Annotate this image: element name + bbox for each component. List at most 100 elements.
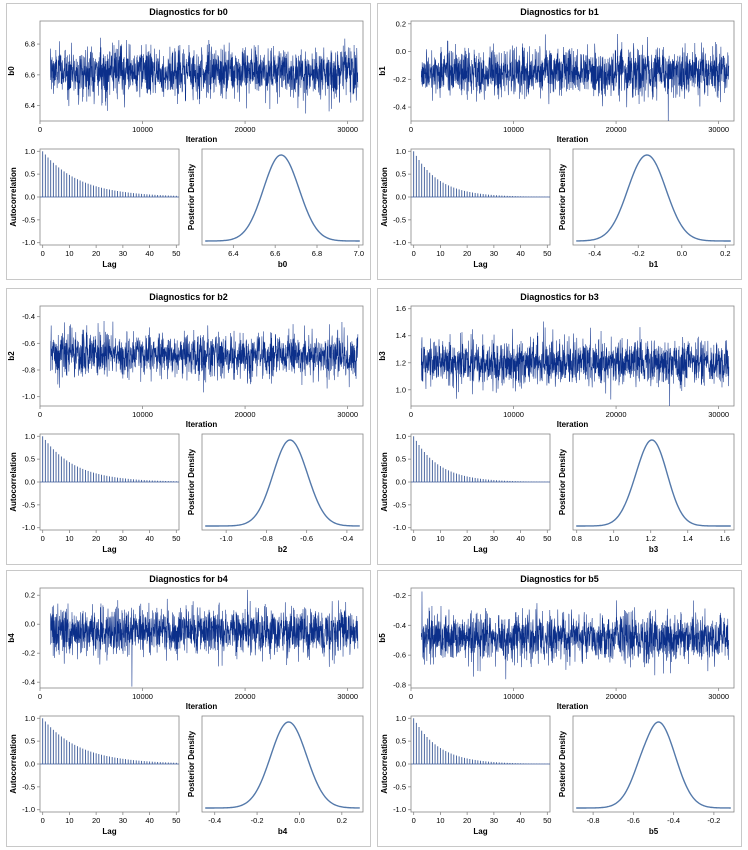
trace-xtick-label: 20000 xyxy=(235,125,256,134)
trace-ytick-label: -0.2 xyxy=(22,649,35,658)
acf-ytick-label: 0.0 xyxy=(25,193,35,202)
density-xlabel: b1 xyxy=(649,260,659,269)
acf-ytick-label: 0.0 xyxy=(396,193,406,202)
acf-ytick-label: -0.5 xyxy=(22,215,35,224)
density-curve xyxy=(576,154,731,242)
acf-plot: 0 10 20 30 40 50 -1.0 -0.5 0.0 0.5 1.0 Lag Autocorre… xyxy=(380,147,551,269)
density-xtick-label: 7.0 xyxy=(354,249,364,258)
acf-xtick-label: 30 xyxy=(490,534,498,543)
density-xtick-label: -0.4 xyxy=(208,816,221,825)
acf-xtick-label: 50 xyxy=(172,816,180,825)
acf-ytick-label: -1.0 xyxy=(393,238,406,247)
density-xtick-label: 1.6 xyxy=(720,534,730,543)
acf-xlabel: Lag xyxy=(102,260,116,269)
acf-xlabel: Lag xyxy=(473,827,487,836)
acf-xtick-label: 50 xyxy=(172,534,180,543)
density-frame xyxy=(572,433,735,531)
trace-xtick-label: 30000 xyxy=(337,125,358,134)
density-xlabel: b0 xyxy=(278,260,288,269)
density-xtick-label: 1.4 xyxy=(683,534,693,543)
density-plot: 0.8 1.0 1.2 1.4 1.6 b3 Posterior Density xyxy=(558,433,735,554)
trace-xtick-label: 10000 xyxy=(503,410,524,419)
density-frame xyxy=(201,715,364,813)
density-ylabel: Posterior Density xyxy=(187,730,196,797)
trace-ytick-label: -0.4 xyxy=(22,678,35,687)
acf-xlabel: Lag xyxy=(473,545,487,554)
acf-ylabel: Autocorrelation xyxy=(9,167,18,227)
acf-xlabel: Lag xyxy=(102,827,116,836)
density-ylabel: Posterior Density xyxy=(558,163,567,230)
density-plot: 6.4 6.6 6.8 7.0 b0 Posterior Density xyxy=(187,148,364,269)
trace-xtick-label: 30000 xyxy=(708,692,729,701)
acf-ytick-label: 1.0 xyxy=(396,714,406,723)
density-xtick-label: -1.0 xyxy=(220,534,233,543)
density-xlabel: b4 xyxy=(278,827,288,836)
acf-ytick-label: 1.0 xyxy=(25,432,35,441)
trace-xlabel: Iteration xyxy=(557,420,589,429)
trace-ytick-label: -0.2 xyxy=(393,75,406,84)
acf-xtick-label: 30 xyxy=(490,816,498,825)
diagnostics-panel-b2: Diagnostics for b2 0 10000 20000 30000 -1.0 -0… xyxy=(6,288,371,565)
trace-ytick-label: -0.8 xyxy=(393,681,406,690)
acf-xtick-label: 40 xyxy=(516,816,524,825)
diagnostics-panel-b5: Diagnostics for b50 10000 20000 30000-0.8-0… xyxy=(377,570,742,847)
trace-xtick-label: 0 xyxy=(38,692,42,701)
trace-ytick-label: -0.4 xyxy=(22,312,35,321)
density-xtick-label: 6.8 xyxy=(312,249,322,258)
trace-plot: 0 10000 20000 30000 -1.0 -0.8 -0.6 -0.4 Iteratio… xyxy=(7,305,364,429)
density-curve xyxy=(576,721,731,809)
acf-ytick-label: 1.0 xyxy=(25,147,35,156)
acf-xtick-label: 10 xyxy=(65,534,73,543)
trace-xlabel: Iteration xyxy=(186,135,218,144)
density-xtick-label: 0.0 xyxy=(294,816,304,825)
acf-xtick-label: 50 xyxy=(543,249,551,258)
trace-ytick-label: 6.8 xyxy=(25,40,35,49)
density-xtick-label: 1.2 xyxy=(646,534,656,543)
trace-plot: 0 10000 20000 30000 -0.8 -0.6 -0.4 -0.2 Iteratio… xyxy=(378,587,735,711)
density-curve xyxy=(205,154,360,242)
acf-ytick-label: -0.5 xyxy=(22,500,35,509)
acf-ytick-label: 0.5 xyxy=(25,737,35,746)
trace-ytick-label: 0.2 xyxy=(396,19,406,28)
acf-ytick-label: -1.0 xyxy=(22,805,35,814)
acf-ytick-label: -0.5 xyxy=(393,215,406,224)
acf-ylabel: Autocorrelation xyxy=(380,452,389,512)
acf-ytick-label: 0.0 xyxy=(25,760,35,769)
density-xlabel: b5 xyxy=(649,827,659,836)
acf-ytick-label: 1.0 xyxy=(396,432,406,441)
acf-plot: 0 10 20 30 40 50 -1.0 -0.5 0.0 0.5 1.0 Lag Autocorre… xyxy=(9,432,180,554)
trace-xtick-label: 10000 xyxy=(503,125,524,134)
trace-xtick-label: 20000 xyxy=(606,692,627,701)
trace-xtick-label: 0 xyxy=(409,125,413,134)
diagnostics-panel-b1: Diagnostics for b10 10000 20000 30000-0.4-0… xyxy=(377,3,742,280)
trace-line xyxy=(49,589,359,687)
acf-xtick-label: 20 xyxy=(463,534,471,543)
density-ylabel: Posterior Density xyxy=(187,163,196,230)
panel-title: Diagnostics for b2 xyxy=(149,292,228,302)
acf-xtick-label: 10 xyxy=(436,249,444,258)
acf-xtick-label: 20 xyxy=(92,816,100,825)
trace-plot: 0 10000 20000 30000 -0.4 -0.2 0.0 0.2 Iteration b… xyxy=(7,587,364,711)
density-xtick-label: -0.6 xyxy=(627,816,640,825)
density-xlabel: b3 xyxy=(649,545,659,554)
acf-xtick-label: 40 xyxy=(516,534,524,543)
density-xtick-label: -0.6 xyxy=(300,534,313,543)
trace-line xyxy=(420,33,730,122)
acf-xtick-label: 50 xyxy=(172,249,180,258)
trace-xtick-label: 0 xyxy=(409,410,413,419)
acf-xtick-label: 10 xyxy=(65,816,73,825)
density-xtick-label: -0.4 xyxy=(340,534,353,543)
density-xtick-label: 1.0 xyxy=(608,534,618,543)
acf-ytick-label: 0.5 xyxy=(25,455,35,464)
trace-xlabel: Iteration xyxy=(557,702,589,711)
trace-plot: 0 10000 20000 30000 6.4 6.6 6.8 Iteration b0 xyxy=(7,20,364,144)
trace-xtick-label: 10000 xyxy=(132,692,153,701)
acf-xtick-label: 0 xyxy=(412,534,416,543)
trace-xtick-label: 30000 xyxy=(708,125,729,134)
density-curve xyxy=(205,439,360,527)
density-ylabel: Posterior Density xyxy=(558,730,567,797)
acf-ytick-label: -1.0 xyxy=(22,238,35,247)
density-xtick-label: -0.2 xyxy=(251,816,264,825)
